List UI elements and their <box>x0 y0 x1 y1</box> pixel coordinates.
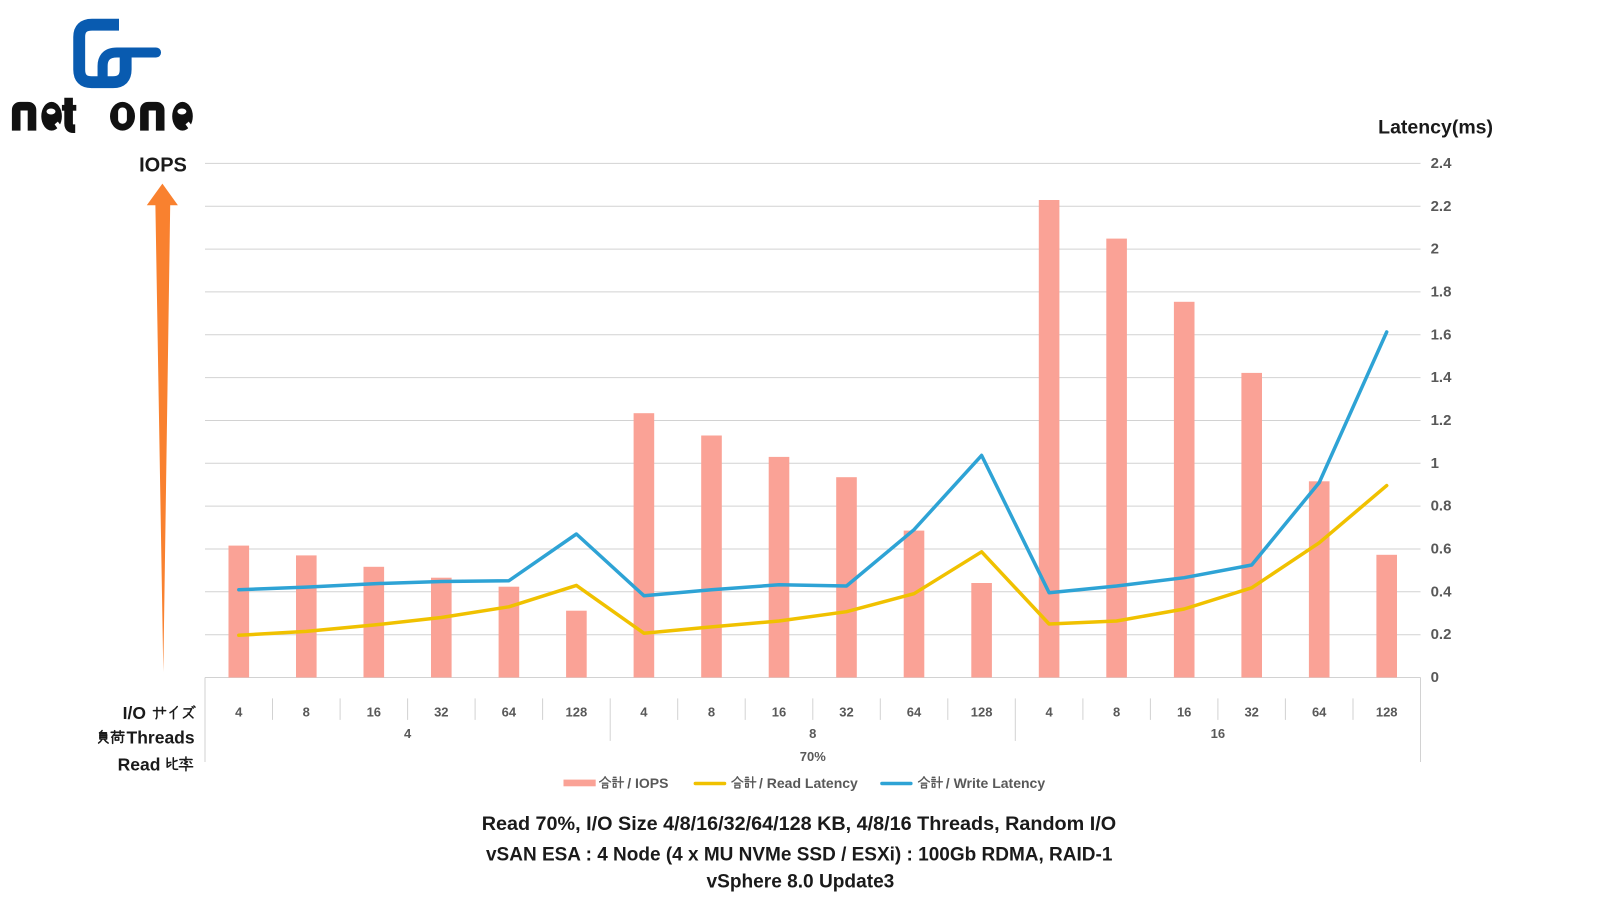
svg-text:64: 64 <box>502 704 517 719</box>
svg-text:4: 4 <box>235 704 243 719</box>
svg-text:128: 128 <box>1376 704 1398 719</box>
svg-text:2: 2 <box>1431 241 1439 258</box>
svg-text:1.4: 1.4 <box>1431 369 1453 386</box>
svg-text:8: 8 <box>809 726 816 741</box>
svg-text:128: 128 <box>566 704 588 719</box>
svg-text:64: 64 <box>1312 704 1327 719</box>
svg-text:0: 0 <box>1431 669 1439 686</box>
svg-text:8: 8 <box>708 704 715 719</box>
svg-text:/ IOPS: / IOPS <box>627 775 668 791</box>
svg-text:4: 4 <box>640 704 648 719</box>
svg-text:32: 32 <box>1244 704 1258 719</box>
svg-text:2.4: 2.4 <box>1431 155 1453 172</box>
svg-text:70%: 70% <box>800 749 826 764</box>
svg-text:4: 4 <box>1045 704 1053 719</box>
svg-text:0.6: 0.6 <box>1431 541 1452 558</box>
svg-text:Latency(ms): Latency(ms) <box>1378 117 1493 139</box>
svg-text:2.2: 2.2 <box>1431 198 1452 215</box>
svg-text:4: 4 <box>404 726 412 741</box>
svg-text:Read: Read <box>118 754 161 774</box>
svg-text:IOPS: IOPS <box>139 154 187 176</box>
svg-text:8: 8 <box>1113 704 1120 719</box>
svg-text:16: 16 <box>1211 726 1225 741</box>
svg-text:16: 16 <box>367 704 381 719</box>
svg-text:1: 1 <box>1431 455 1439 472</box>
svg-text:1.6: 1.6 <box>1431 326 1452 343</box>
svg-text:0.2: 0.2 <box>1431 626 1452 643</box>
svg-text:32: 32 <box>839 704 853 719</box>
svg-text:1.8: 1.8 <box>1431 283 1452 300</box>
svg-text:64: 64 <box>907 704 922 719</box>
svg-text:0.8: 0.8 <box>1431 498 1452 515</box>
svg-text:vSAN ESA : 4 Node (4 x MU NVMe: vSAN ESA : 4 Node (4 x MU NVMe SSD / ESX… <box>486 844 1113 865</box>
svg-text:128: 128 <box>971 704 993 719</box>
svg-text:Read 70%, I/O Size 4/8/16/32/6: Read 70%, I/O Size 4/8/16/32/64/128 KB, … <box>482 813 1116 835</box>
svg-text:1.2: 1.2 <box>1431 412 1452 429</box>
svg-text:I/O: I/O <box>123 703 146 723</box>
svg-text:16: 16 <box>772 704 786 719</box>
svg-text:vSphere 8.0 Update3: vSphere 8.0 Update3 <box>706 871 894 892</box>
svg-text:16: 16 <box>1177 704 1191 719</box>
svg-text:8: 8 <box>303 704 310 719</box>
svg-text:/ Write Latency: / Write Latency <box>946 775 1046 791</box>
svg-text:0.4: 0.4 <box>1431 583 1453 600</box>
svg-text:/ Read Latency: / Read Latency <box>759 775 858 791</box>
svg-text:32: 32 <box>434 704 448 719</box>
svg-text:Threads: Threads <box>127 728 195 748</box>
